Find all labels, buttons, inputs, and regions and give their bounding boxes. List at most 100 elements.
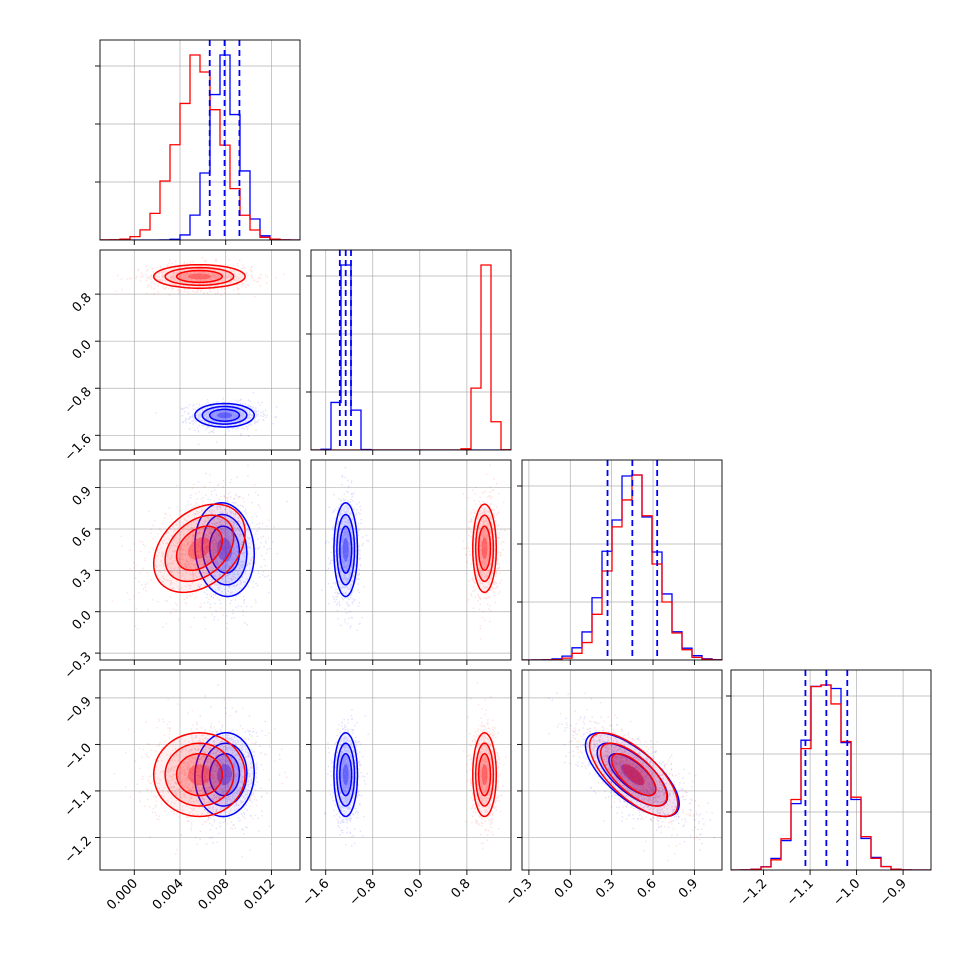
contour-line-red — [175, 269, 224, 284]
density-fill-blue — [217, 412, 232, 419]
histogram-series — [731, 670, 931, 870]
x-tick-label: −1.0 — [830, 876, 863, 909]
x-tick-label: −1.6 — [300, 876, 333, 909]
contour-line-blue — [208, 525, 241, 574]
density-fill-blue — [342, 537, 349, 562]
histogram-series — [311, 250, 511, 450]
contour-line-red — [152, 503, 246, 594]
scatter-points-red — [113, 698, 288, 855]
scatter-points-blue — [155, 392, 278, 446]
y-tick-label: 0.9 — [70, 484, 95, 509]
scatter-panel-3-2 — [306, 459, 512, 665]
contour-line-red — [474, 742, 495, 807]
histogram-blue — [311, 264, 511, 450]
density-fill-red — [153, 732, 246, 817]
y-tick-label: −0.9 — [62, 694, 95, 727]
contour-line-blue — [333, 732, 359, 818]
y-tick-label: 0.3 — [70, 567, 95, 592]
density-fill-red — [600, 743, 667, 806]
contour-line-blue — [201, 513, 248, 586]
y-tick-label: −0.8 — [62, 384, 95, 417]
x-tick-label: −0.9 — [877, 876, 910, 909]
density-fill-blue — [608, 753, 656, 796]
density-fill-blue — [339, 526, 352, 574]
density-fill-red — [622, 764, 645, 786]
scatter-panel-2-1: −1.6 −0.8 0.0 0.8 — [62, 249, 301, 465]
contour-line-red — [472, 732, 498, 818]
x-tick-label: 0.012 — [241, 876, 278, 913]
contour-line-red — [474, 514, 495, 583]
histogram-blue — [100, 54, 300, 240]
x-tick-label: −1.1 — [784, 876, 817, 909]
panel-frame — [310, 669, 512, 871]
density-fill-blue — [597, 743, 668, 806]
scatter-series — [323, 682, 507, 850]
panel-frame — [99, 249, 301, 451]
scatter-series — [548, 692, 715, 862]
contour-line-blue — [336, 513, 356, 586]
density-fill-red — [589, 732, 678, 817]
histogram-series — [100, 40, 300, 240]
panel-frame — [310, 249, 512, 451]
scatter-series — [113, 684, 288, 858]
y-tick-label: −0.3 — [62, 649, 95, 682]
density-fill-red — [188, 537, 211, 560]
density-fill-red — [165, 743, 234, 806]
contour-line-red — [175, 752, 224, 797]
x-tick-label: 0.0 — [552, 876, 577, 901]
contour-line-red — [472, 503, 498, 594]
histogram-red — [731, 684, 931, 870]
density-fill-red — [165, 515, 234, 582]
histogram-panel-1 — [95, 39, 301, 245]
contour-line-blue — [339, 525, 353, 574]
panel-frame — [99, 669, 301, 871]
scatter-points-blue — [321, 466, 370, 631]
density-fill-red — [611, 753, 656, 796]
histogram-red — [522, 474, 722, 660]
contour-line-red — [599, 742, 668, 807]
density-fill-red — [481, 537, 488, 560]
x-tick-label: 0.8 — [448, 876, 473, 901]
histogram-panel-2 — [306, 249, 512, 455]
scatter-series — [111, 464, 288, 630]
contour-line-red — [477, 752, 492, 797]
panel-frame — [521, 669, 723, 871]
scatter-series — [321, 464, 506, 640]
histogram-red — [100, 54, 300, 240]
x-tick-label: 0.004 — [150, 876, 187, 913]
scatter-panel-3-1: −0.3 0.0 0.3 0.6 0.9 — [62, 459, 301, 682]
contour-line-red — [175, 525, 224, 572]
y-tick-label: −1.6 — [62, 432, 95, 465]
y-tick-label: −1.0 — [62, 741, 95, 774]
density-fill-blue — [209, 409, 240, 422]
contour-line-blue — [201, 405, 248, 425]
histogram-red — [311, 264, 511, 450]
density-fill-blue — [620, 764, 645, 786]
density-fill-red — [176, 526, 223, 571]
histogram-panel-3 — [517, 459, 723, 665]
panel-frame — [521, 459, 723, 661]
scatter-panel-4-3: −0.3 0.0 0.3 0.6 0.9 — [503, 669, 723, 909]
y-tick-label: 0.8 — [70, 290, 95, 315]
scatter-points-blue — [548, 692, 715, 852]
y-tick-label: −1.1 — [62, 787, 95, 820]
scatter-panel-4-1: 0.000 0.004 0.008 0.012 −1.2 −1.1 −1.0 −0.9 — [62, 669, 301, 913]
x-tick-label: 0.000 — [104, 876, 141, 913]
contour-line-blue — [336, 742, 356, 807]
density-fill-red — [176, 270, 223, 283]
density-fill-blue — [339, 753, 352, 796]
contour-line-blue — [194, 502, 256, 598]
density-fill-blue — [342, 764, 349, 786]
density-fill-red — [153, 504, 246, 593]
x-tick-label: 0.008 — [196, 876, 233, 913]
contour-line-red — [152, 732, 246, 818]
density-fill-red — [478, 753, 491, 796]
density-fill-blue — [209, 526, 240, 574]
contour-line-blue — [194, 732, 256, 818]
scatter-points-blue — [323, 709, 369, 847]
contour-line-red — [477, 525, 492, 572]
contour-line-red — [610, 752, 657, 797]
contour-line-red — [164, 514, 235, 583]
x-tick-label: 0.6 — [635, 876, 660, 901]
